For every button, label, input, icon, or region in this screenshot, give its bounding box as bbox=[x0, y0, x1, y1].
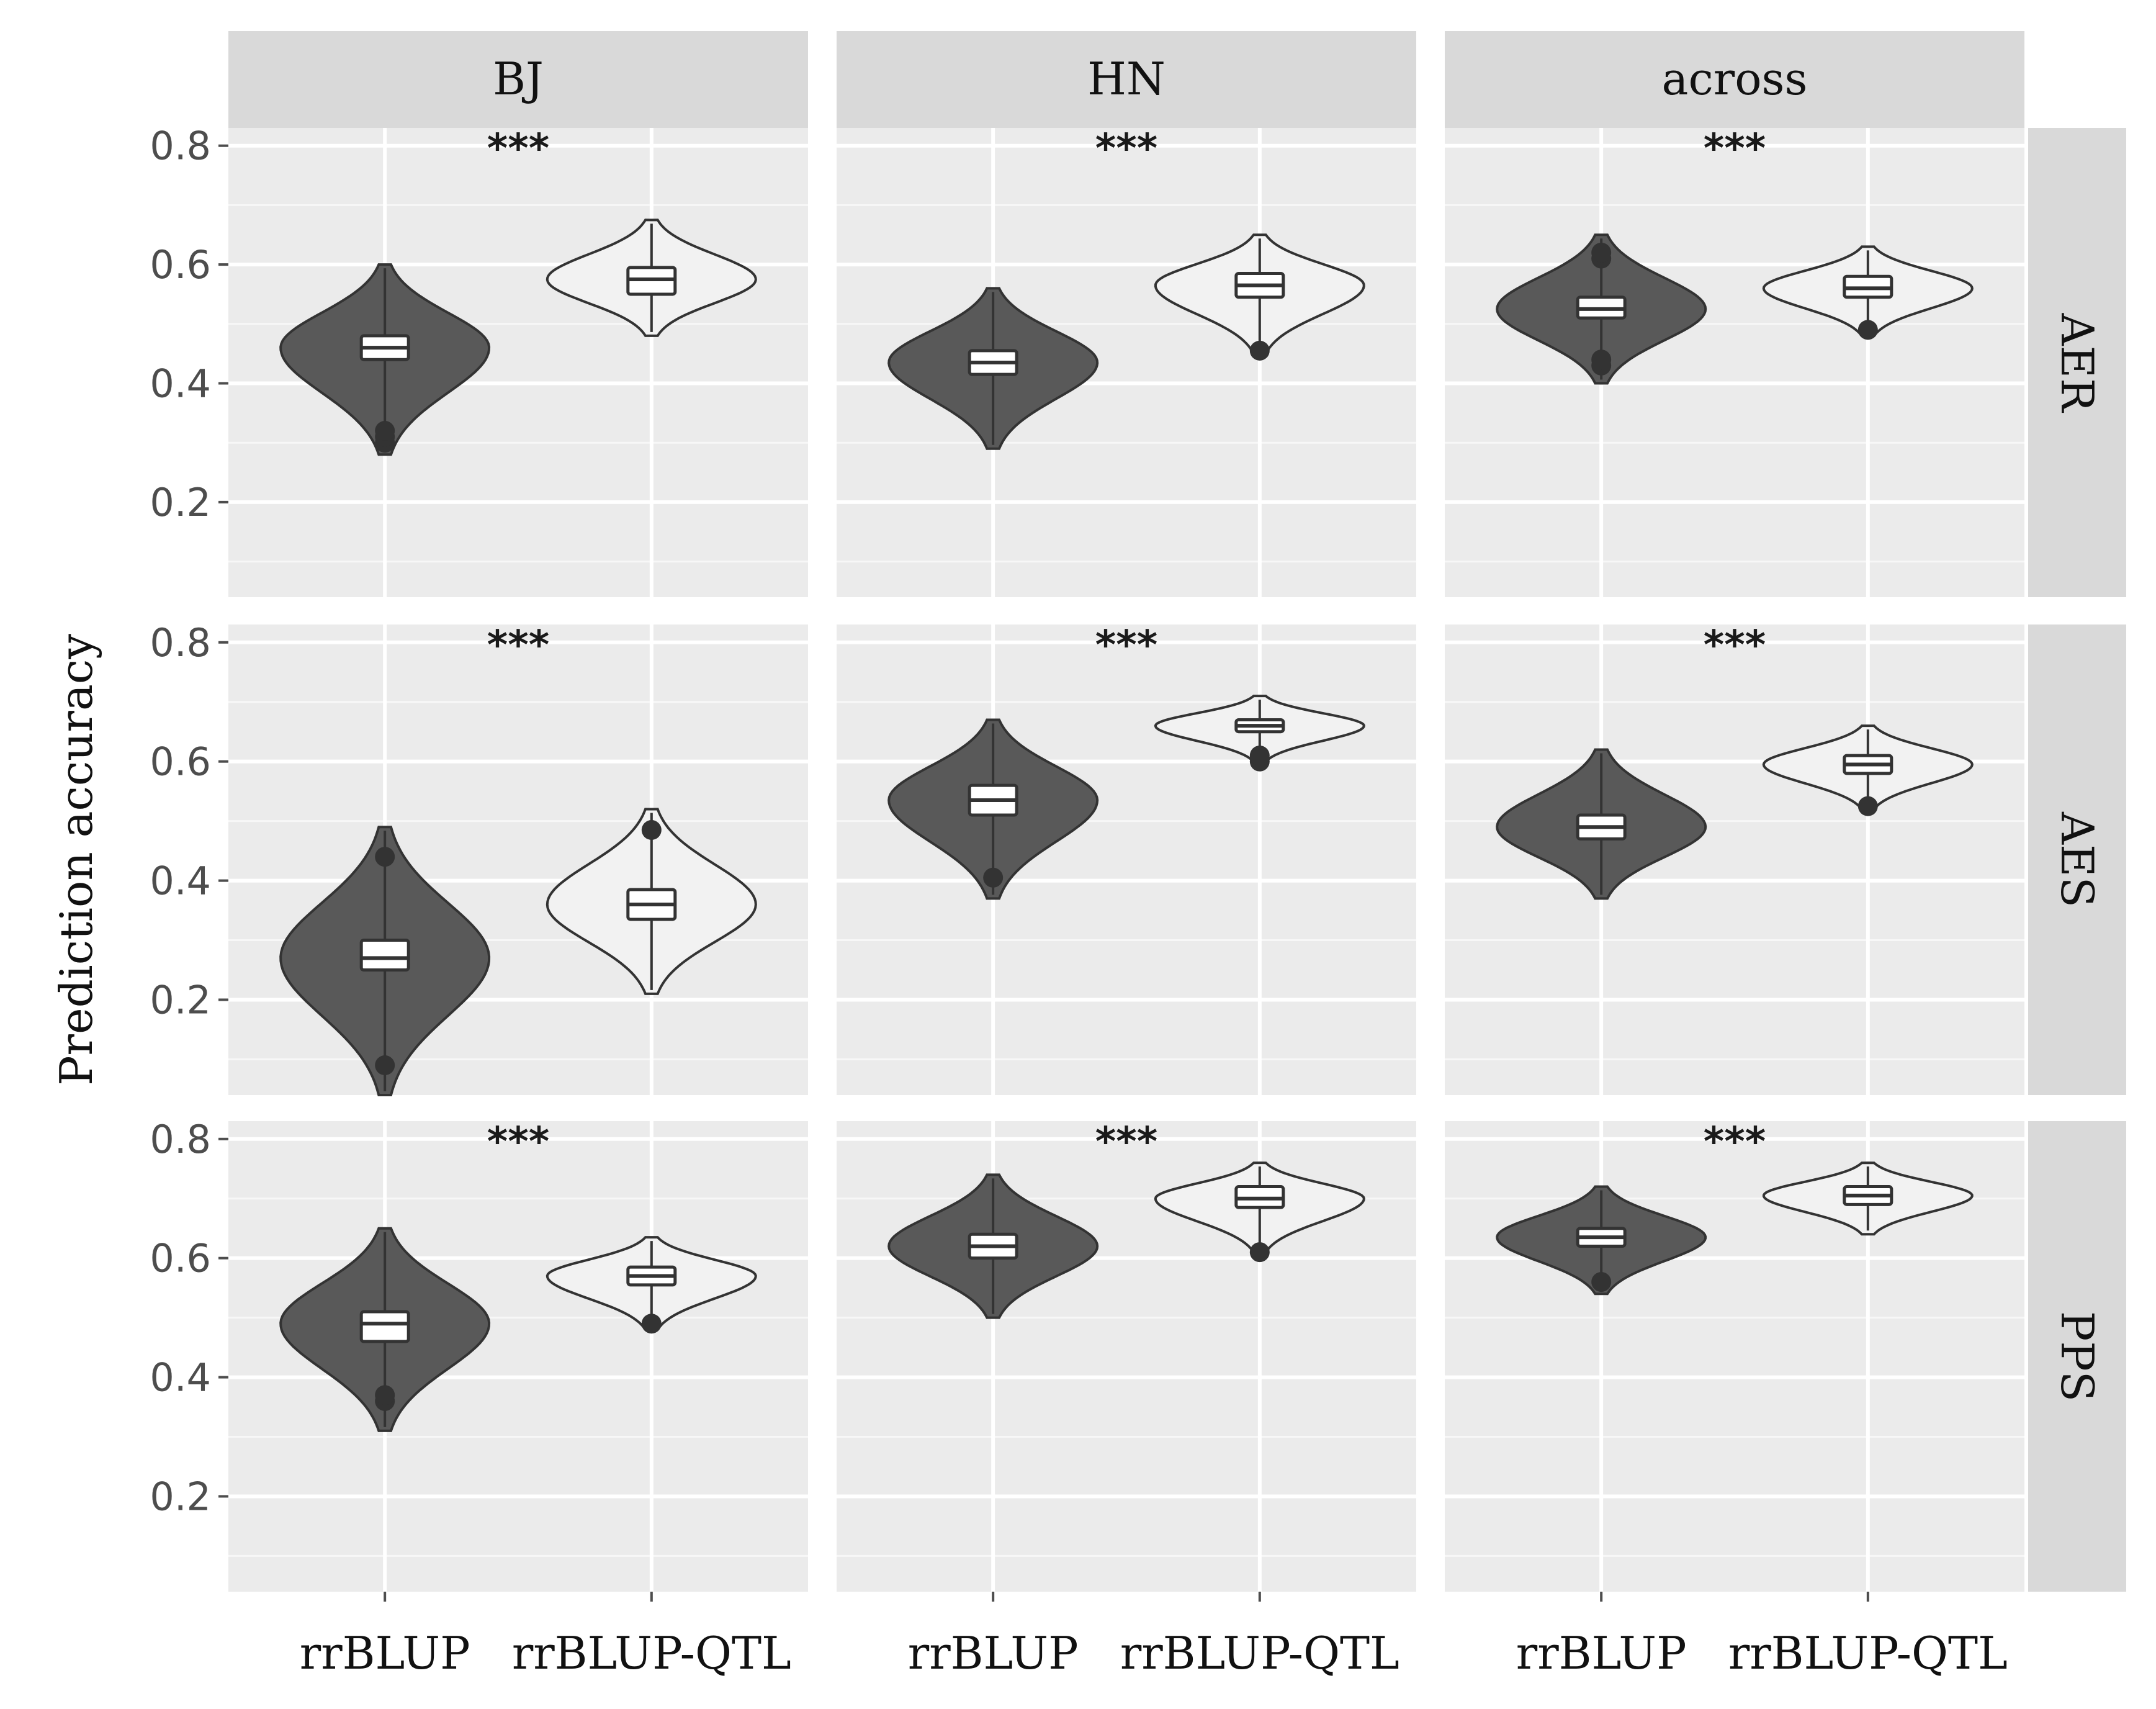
x-tick-label: rrBLUP-QTL bbox=[512, 1627, 791, 1679]
panel-pps-hn: *** bbox=[837, 1119, 1416, 1592]
panel-background bbox=[1445, 128, 2024, 597]
panel-aer-bj: *** bbox=[228, 126, 808, 597]
panel-aes-hn: *** bbox=[837, 623, 1416, 1095]
significance-marker: *** bbox=[487, 1119, 549, 1165]
outlier-point bbox=[1249, 746, 1270, 766]
significance-marker: *** bbox=[487, 623, 549, 669]
panel-background bbox=[228, 625, 808, 1095]
row-strip-aes bbox=[2028, 625, 2126, 1095]
y-tick-label: 0.8 bbox=[150, 1117, 211, 1162]
row-strip-label: PPS bbox=[2051, 1311, 2103, 1402]
x-tick-label: rrBLUP bbox=[908, 1627, 1079, 1679]
panel-aer-across: *** bbox=[1445, 126, 2024, 597]
panel-pps-across: *** bbox=[1445, 1119, 2024, 1592]
row-strip-label: AES bbox=[2051, 811, 2103, 908]
box-iqr bbox=[359, 1310, 410, 1343]
y-tick-label: 0.6 bbox=[150, 1236, 211, 1281]
panel-pps-bj: *** bbox=[228, 1119, 808, 1592]
y-tick-label: 0.4 bbox=[150, 859, 211, 904]
significance-marker: *** bbox=[1704, 1119, 1766, 1165]
y-tick-label: 0.6 bbox=[150, 242, 211, 287]
significance-marker: *** bbox=[1095, 1119, 1157, 1165]
outlier-point bbox=[375, 1055, 395, 1076]
x-tick-label: rrBLUP-QTL bbox=[1120, 1627, 1399, 1679]
significance-marker: *** bbox=[1095, 623, 1157, 669]
column-strip-bj bbox=[228, 31, 808, 128]
outlier-point bbox=[1591, 1272, 1612, 1292]
outlier-point bbox=[1591, 242, 1612, 263]
row-strip-pps bbox=[2028, 1121, 2126, 1592]
y-axis-label: Prediction accuracy bbox=[50, 634, 102, 1086]
y-tick-label: 0.2 bbox=[150, 480, 211, 525]
row-strip-label: AER bbox=[2051, 313, 2103, 413]
y-tick-label: 0.4 bbox=[150, 361, 211, 406]
outlier-point bbox=[1249, 340, 1270, 361]
column-strip-label: across bbox=[1662, 53, 1808, 105]
column-strip-across bbox=[1445, 31, 2024, 128]
x-tick-label: rrBLUP-QTL bbox=[1728, 1627, 2008, 1679]
outlier-point bbox=[375, 847, 395, 867]
significance-marker: *** bbox=[1704, 623, 1766, 669]
outlier-point bbox=[375, 1385, 395, 1405]
panel-aes-bj: *** bbox=[228, 623, 808, 1096]
outlier-point bbox=[1857, 320, 1878, 340]
panel-background bbox=[837, 625, 1416, 1095]
y-tick-label: 0.4 bbox=[150, 1355, 211, 1400]
y-tick-label: 0.2 bbox=[150, 977, 211, 1022]
y-tick-label: 0.8 bbox=[150, 620, 211, 665]
significance-marker: *** bbox=[1095, 126, 1157, 172]
column-strip-label: BJ bbox=[493, 53, 544, 105]
panel-aes-across: *** bbox=[1445, 623, 2024, 1095]
column-strip-label: HN bbox=[1087, 53, 1166, 105]
outlier-point bbox=[1857, 796, 1878, 816]
x-tick-label: rrBLUP bbox=[1516, 1627, 1687, 1679]
significance-marker: *** bbox=[487, 126, 549, 172]
panel-background bbox=[1445, 625, 2024, 1095]
box-iqr bbox=[359, 939, 410, 972]
row-strip-aer bbox=[2028, 128, 2126, 597]
y-tick-label: 0.6 bbox=[150, 739, 211, 785]
y-tick-label: 0.2 bbox=[150, 1474, 211, 1519]
panel-aer-hn: *** bbox=[837, 126, 1416, 597]
outlier-point bbox=[1249, 1242, 1270, 1263]
y-tick-label: 0.8 bbox=[150, 124, 211, 169]
x-tick-label: rrBLUP bbox=[300, 1627, 470, 1679]
outlier-point bbox=[641, 1314, 662, 1334]
significance-marker: *** bbox=[1704, 126, 1766, 172]
outlier-point bbox=[983, 867, 1004, 888]
outlier-point bbox=[1591, 349, 1612, 370]
column-strip-hn bbox=[837, 31, 1416, 128]
outlier-point bbox=[641, 820, 662, 841]
outlier-point bbox=[375, 421, 395, 441]
